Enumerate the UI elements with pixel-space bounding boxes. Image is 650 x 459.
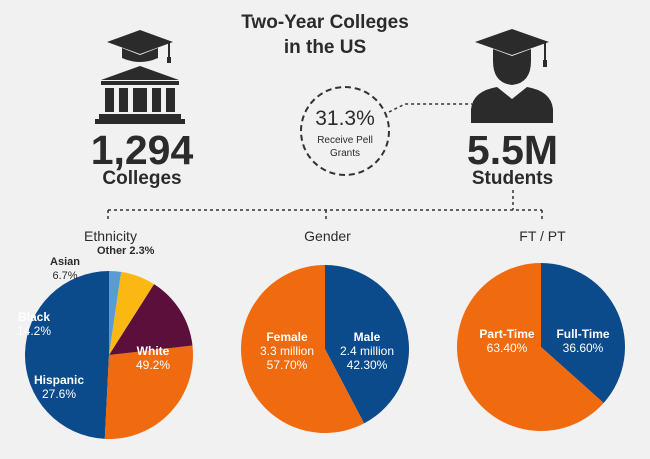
title-line-1: Two-Year Colleges [241, 12, 409, 33]
slice-label-asian: Asian 6.7% [50, 256, 80, 282]
pie-slice-asian [109, 271, 155, 355]
pell-caption-line-1: Receive Pell [317, 135, 373, 146]
pie-slice-other [109, 271, 122, 355]
slice-label-line: Female [266, 330, 308, 344]
graduate-student-icon [471, 29, 553, 123]
colleges-count: 1,294 [90, 127, 194, 173]
slice-label-line: Male [354, 330, 381, 344]
slice-label-male: Male 2.4 million 42.30% [340, 330, 394, 372]
pell-caption: Receive Pell Grants [300, 134, 390, 160]
slice-label-full-time: Full-Time 36.60% [556, 327, 609, 355]
pie-slice-hispanic [104, 345, 194, 439]
pie-slice-male [325, 265, 410, 424]
ethnicity-label: Ethnicity [84, 228, 137, 244]
colleges-label: Colleges [102, 168, 182, 189]
slice-label-line: 27.6% [42, 387, 76, 401]
pie-slice-black [109, 284, 193, 355]
slice-label-line: 57.70% [267, 358, 308, 372]
slice-label-hispanic: Hispanic 27.6% [34, 373, 84, 401]
students-label: Students [471, 168, 554, 189]
slice-label-line: 49.2% [136, 358, 170, 372]
slice-label-line: 14.2% [17, 324, 51, 338]
slice-label-line: Other 2.3% [97, 245, 155, 257]
pie-slice-full-time [541, 263, 625, 403]
slice-label-line: White [137, 344, 170, 358]
slice-label-line: 6.7% [52, 270, 77, 282]
title-line-2: in the US [283, 37, 367, 58]
pie-slice-female [241, 265, 365, 433]
pie-slice-white [25, 271, 109, 439]
slice-label-line: 36.60% [563, 341, 604, 355]
slice-label-part-time: Part-Time 63.40% [479, 327, 534, 355]
pell-percent: 31.3% [315, 107, 375, 130]
slice-label-line: 42.30% [347, 358, 388, 372]
ftpt-pie: Full-Time 36.60% Part-Time 63.40% [457, 263, 625, 431]
pell-grant-circle [300, 86, 390, 176]
slice-label-line: 63.40% [487, 341, 528, 355]
infographic-title: Two-Year Colleges in the US [195, 10, 455, 60]
ethnicity-pie: White 49.2% Hispanic 27.6% Black 14.2% Asian 6.… [17, 245, 194, 439]
slice-label-line: Full-Time [556, 327, 609, 341]
slice-label-female: Female 3.3 million 57.70% [260, 330, 314, 372]
slice-label-black: Black 14.2% [17, 310, 51, 338]
slice-label-other: Other 2.3% [97, 245, 155, 257]
slice-label-line: Part-Time [479, 327, 534, 341]
college-building-icon [95, 30, 185, 124]
slice-label-line: 3.3 million [260, 344, 314, 358]
slice-label-line: 2.4 million [340, 344, 394, 358]
slice-label-white: White 49.2% [136, 344, 170, 372]
slice-label-line: Asian [50, 256, 80, 268]
slice-label-line: Hispanic [34, 373, 84, 387]
pell-caption-line-2: Grants [329, 148, 360, 159]
gender-label: Gender [304, 228, 351, 244]
pie-slice-part-time [457, 263, 604, 431]
slice-label-line: Black [18, 310, 50, 324]
ftpt-label: FT / PT [519, 228, 566, 244]
students-count: 5.5M [466, 127, 559, 173]
gender-pie: Male 2.4 million 42.30% Female 3.3 million 57… [241, 265, 410, 433]
